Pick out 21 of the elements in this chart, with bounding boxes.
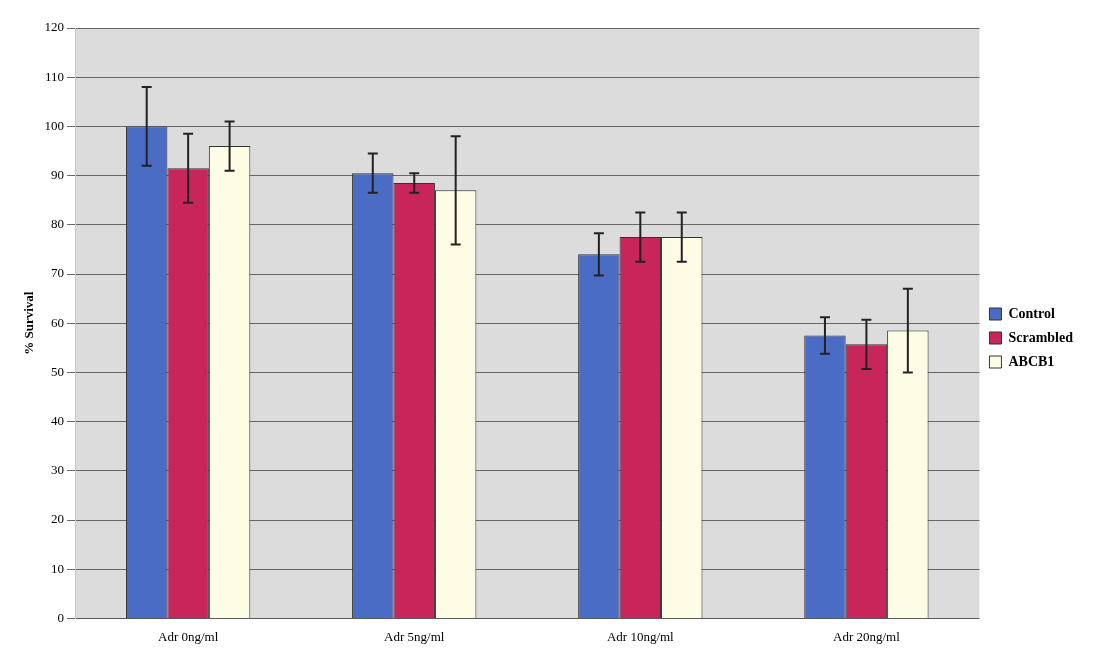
y-tick-label: 10 <box>51 560 65 576</box>
legend-label: Scrambled <box>1008 329 1074 345</box>
legend-label: Control <box>1008 305 1055 321</box>
y-tick-label: 30 <box>51 462 65 478</box>
y-tick-label: 100 <box>44 117 65 133</box>
y-tick-label: 110 <box>45 68 65 84</box>
y-tick-label: 60 <box>51 314 65 330</box>
y-tick-label: 80 <box>51 216 65 232</box>
y-tick-label: 0 <box>57 609 65 625</box>
x-tick-label: Adr 10ng/ml <box>606 628 675 644</box>
x-tick-label: Adr 0ng/ml <box>157 628 219 644</box>
legend-label: ABCB1 <box>1008 353 1055 369</box>
y-tick-label: 90 <box>51 167 65 183</box>
y-axis-title: % Survival <box>21 291 37 355</box>
x-tick-label: Adr 20ng/ml <box>833 628 901 644</box>
y-tick-label: 20 <box>51 511 65 527</box>
y-tick-label: 120 <box>44 19 65 35</box>
y-tick-label: 40 <box>51 413 65 429</box>
y-tick-label: 50 <box>51 363 65 379</box>
y-tick-label: 70 <box>51 265 65 281</box>
x-tick-label: Adr 5ng/ml <box>384 628 445 644</box>
